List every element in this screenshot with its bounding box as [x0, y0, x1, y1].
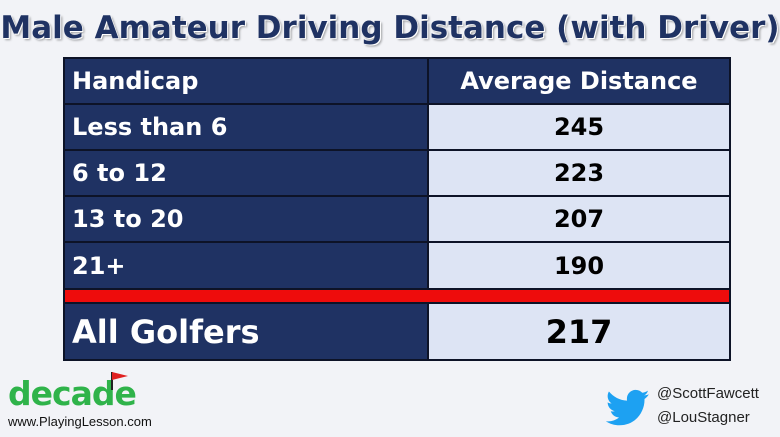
handicap-cell: Less than 6 [65, 105, 429, 149]
twitter-handle-1[interactable]: @ScottFawcett [657, 385, 759, 402]
handicap-cell: 6 to 12 [65, 151, 429, 195]
twitter-handle-2[interactable]: @LouStagner [657, 409, 750, 426]
golf-flag-icon [111, 372, 128, 390]
table-row: Less than 6 245 [65, 105, 729, 151]
distance-cell: 223 [429, 151, 729, 195]
social-handles: @ScottFawcett @LouStagner [606, 383, 776, 435]
distance-cell: 207 [429, 197, 729, 241]
red-divider [65, 290, 729, 302]
page-title: Male Amateur Driving Distance (with Driv… [0, 10, 780, 46]
decade-logo: decade www.PlayingLesson.com [8, 372, 188, 434]
total-label: All Golfers [65, 304, 429, 359]
total-distance: 217 [429, 304, 729, 359]
twitter-bird-icon [606, 389, 650, 426]
header-average-distance: Average Distance [429, 59, 729, 103]
table-header-row: Handicap Average Distance [65, 59, 729, 105]
logo-wordmark: decade [8, 374, 137, 413]
distance-cell: 190 [429, 243, 729, 288]
handicap-cell: 21+ [65, 243, 429, 288]
table-row: 13 to 20 207 [65, 197, 729, 243]
table-row: 21+ 190 [65, 243, 729, 288]
header-handicap: Handicap [65, 59, 429, 103]
table-row: 6 to 12 223 [65, 151, 729, 197]
distance-table: Handicap Average Distance Less than 6 24… [63, 57, 731, 361]
total-row: All Golfers 217 [65, 304, 729, 359]
handicap-cell: 13 to 20 [65, 197, 429, 241]
distance-cell: 245 [429, 105, 729, 149]
logo-url[interactable]: www.PlayingLesson.com [8, 414, 152, 429]
